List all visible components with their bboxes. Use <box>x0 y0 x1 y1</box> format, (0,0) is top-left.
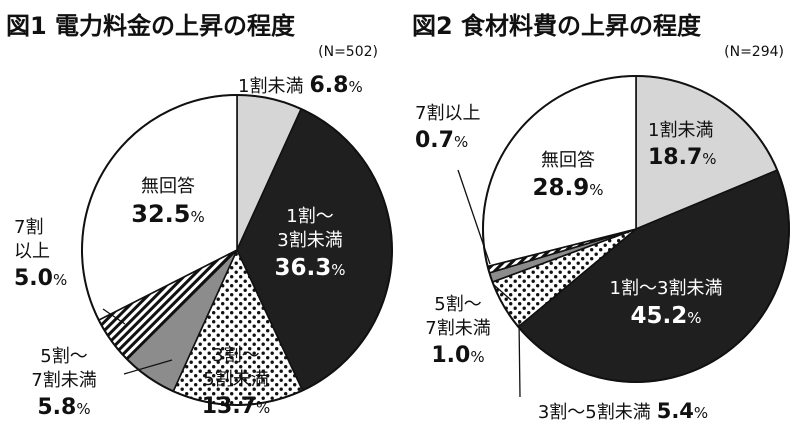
pie-outline <box>482 75 790 383</box>
pie-outline <box>81 94 393 406</box>
slice-value: 5.8 <box>37 395 76 420</box>
slice-label-1: 1割未満 18.7% <box>648 120 717 170</box>
slice-label-5: 7割以上 5.0% <box>14 217 67 291</box>
slice-value: 5.0 <box>14 266 53 291</box>
leader-line-5 <box>102 308 126 325</box>
slice-label-5: 7割以上 0.7% <box>415 103 480 153</box>
slice-category: 以上 <box>14 241 50 262</box>
slice-value: 1.0 <box>431 343 470 368</box>
slice-value: 6.8 <box>309 73 348 98</box>
slice-category: 7割 <box>14 217 43 238</box>
slice-label-2: 1割～ 3割未満 36.3% <box>274 206 345 281</box>
slice-label-4: 5割～ 7割未満 5.8% <box>31 346 96 420</box>
percent-sign: % <box>256 399 270 417</box>
percent-sign: % <box>702 150 716 168</box>
slice-label-1: 1割未満 6.8% <box>238 73 363 98</box>
chart-1-title: 図1 電力料金の上昇の程度 <box>6 12 296 40</box>
slice-category: 1割～ <box>286 206 333 227</box>
slice-value: 0.7 <box>415 128 454 153</box>
chart-1-slices <box>81 94 393 406</box>
slice-label-3: 3割～ 5割未満 13.7% <box>202 345 271 419</box>
leader-line-5 <box>457 169 491 265</box>
percent-sign: % <box>53 271 67 289</box>
slice-value: 45.2 <box>630 303 687 329</box>
slice-category: 無回答 <box>141 176 195 197</box>
slice-category: 3割未満 <box>277 230 342 251</box>
slice-value: 36.3 <box>274 255 331 281</box>
slice-category: 無回答 <box>541 150 595 171</box>
chart-1-labels: 1割未満 6.8%1割～ 3割未満 36.3%3割～ 5割未満 13.7%5割～ 7割未満 5… <box>14 73 363 420</box>
leader-line-3 <box>518 319 521 398</box>
slice-category: 5割～ <box>434 294 481 315</box>
slice-category: 1割～3割未満 <box>610 278 723 299</box>
chart-2-labels: 1割未満 18.7% 1割～3割未満 45.2% 3割～5割未満 5.4% 5割～ 7割未満 1… <box>415 103 722 423</box>
chart-2-title: 図2 食材料費の上昇の程度 <box>412 12 702 40</box>
slice-label-6: 無回答 28.9% <box>532 150 603 201</box>
slice-value: 5.4 <box>657 399 694 423</box>
leader-line-4 <box>493 284 512 301</box>
slice-category: 1割未満 <box>238 76 303 97</box>
slice-label-2: 1割～3割未満 45.2% <box>610 278 723 329</box>
slice-category: 7割以上 <box>415 103 480 124</box>
percent-sign: % <box>694 404 708 422</box>
slice-value: 13.7 <box>202 394 256 419</box>
percent-sign: % <box>687 309 701 327</box>
percent-sign: % <box>454 133 468 151</box>
slice-value: 32.5 <box>131 200 190 228</box>
percent-sign: % <box>348 78 362 96</box>
chart-2-slices <box>482 75 790 383</box>
slice-label-6: 無回答 32.5% <box>131 176 204 228</box>
slice-category: 7割未満 <box>31 370 96 391</box>
percent-sign: % <box>190 208 204 226</box>
slice-category: 1割未満 <box>648 120 713 141</box>
slice-category: 5割未満 <box>203 369 268 390</box>
slice-category: 3割～5割未満 <box>538 402 651 423</box>
slice-category: 5割～ <box>40 346 87 367</box>
percent-sign: % <box>331 261 345 279</box>
slice-category: 7割未満 <box>425 318 490 339</box>
percent-sign: % <box>470 348 484 366</box>
slice-label-4: 5割～ 7割未満 1.0% <box>425 294 490 368</box>
leader-line-4 <box>123 359 173 375</box>
slice-value: 28.9 <box>532 175 589 201</box>
slice-category: 3割～ <box>212 345 259 366</box>
percent-sign: % <box>76 400 90 418</box>
percent-sign: % <box>589 181 603 199</box>
chart-2-sample-size: (N=294) <box>724 44 784 60</box>
slice-value: 18.7 <box>648 145 702 170</box>
slice-label-3: 3割～5割未満 5.4% <box>538 399 708 423</box>
chart-1-sample-size: (N=502) <box>318 44 378 60</box>
